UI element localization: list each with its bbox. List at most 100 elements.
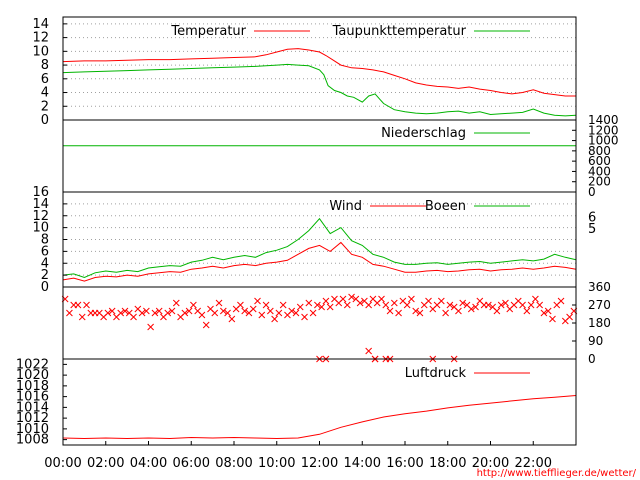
- pressure-ytick-label: 1014: [16, 400, 49, 415]
- pressure-ytick-label: 1018: [16, 379, 49, 394]
- wind-direction-point: [279, 301, 287, 309]
- wind-direction-point: [108, 307, 116, 315]
- wind-direction-point: [181, 309, 189, 317]
- x-tick-label: 20:00: [472, 456, 509, 471]
- wind-direction-point: [390, 299, 398, 307]
- wind-direction-point: [446, 301, 454, 309]
- temperature-ytick-label: 10: [32, 44, 49, 59]
- wind-direction-point: [485, 301, 492, 309]
- wind-direction-point: [275, 309, 283, 317]
- wind-ytick-label: 0: [41, 280, 49, 295]
- wind-direction-point: [164, 309, 172, 317]
- wind-direction-point: [536, 301, 544, 309]
- temperature-legend-label: Temperatur: [170, 24, 246, 39]
- wind-direction-point: [459, 299, 467, 307]
- wind-direction-point: [228, 315, 236, 323]
- x-tick-label: 12:00: [301, 456, 338, 471]
- temperature-ytick-label: 8: [41, 58, 49, 73]
- precipitation-ytick-label: 1200: [588, 123, 619, 137]
- wind-direction-point: [74, 301, 82, 309]
- x-tick-label: 18:00: [429, 456, 466, 471]
- temperature-ytick-label: 0: [41, 113, 49, 128]
- wind-direction-point: [472, 303, 479, 311]
- x-tick-label: 16:00: [386, 456, 423, 471]
- wind-right-tick-label: 5: [588, 222, 596, 237]
- wind-direction-point: [224, 309, 231, 317]
- wind-direction-point: [527, 301, 535, 309]
- x-tick-label: 04:00: [130, 456, 167, 471]
- wind-ytick-label: 16: [32, 185, 49, 200]
- wind-direction-point: [403, 301, 411, 309]
- wind-series-line-boeen: [62, 217, 577, 279]
- wind-direction-point: [104, 309, 112, 317]
- wind-direction-point: [326, 303, 334, 311]
- wind-direction-point: [455, 307, 462, 315]
- wind-direction-point: [254, 297, 261, 305]
- wind_direction-ytick-label: 180: [588, 316, 611, 330]
- wind-direction-point: [425, 297, 432, 305]
- wind_direction-ytick-label: 0: [588, 352, 596, 366]
- wind-direction-point: [540, 309, 548, 317]
- pressure-ytick-label: 1022: [16, 357, 49, 372]
- x-tick-label: 06:00: [173, 456, 210, 471]
- wind-direction-point: [339, 295, 347, 303]
- precipitation-ytick-label: 0: [588, 185, 596, 199]
- wind-direction-point: [365, 347, 373, 355]
- wind-direction-point: [412, 307, 420, 315]
- temperature-ytick-label: 14: [32, 17, 49, 32]
- wind-direction-point: [356, 299, 364, 307]
- x-tick-label: 10:00: [258, 456, 295, 471]
- wind-direction-point: [147, 323, 154, 331]
- source-url-label: http://www.tiefflieger.de/wetter/: [477, 468, 637, 479]
- wind-direction-point: [301, 313, 308, 321]
- wind-direction-point: [348, 293, 355, 301]
- wind-direction-point: [502, 299, 509, 307]
- wind-legend-label: Wind: [329, 199, 362, 214]
- wind-direction-point: [292, 309, 300, 317]
- series-layer: [61, 48, 578, 440]
- wind-ytick-label: 14: [32, 197, 49, 212]
- wind-ytick-label: 10: [32, 221, 49, 236]
- pressure-legend-label: Luftdruck: [405, 366, 467, 381]
- wind-ytick-label: 4: [41, 256, 49, 271]
- temperature-legend-label: Taupunkttemperatur: [332, 24, 467, 39]
- pressure-ytick-label: 1012: [16, 411, 49, 426]
- wind-direction-point: [532, 295, 539, 303]
- wind-direction-point: [219, 307, 227, 315]
- wind-direction-point: [416, 309, 424, 317]
- x-tick-label: 22:00: [515, 456, 552, 471]
- wind-right-tick-label: 6: [588, 210, 596, 225]
- temperature-ytick-label: 12: [32, 31, 49, 46]
- pressure-ytick-label: 1010: [16, 422, 49, 437]
- precipitation-ytick-label: 1000: [588, 134, 619, 148]
- wind-direction-point: [185, 307, 193, 315]
- wind-direction-point: [202, 321, 210, 329]
- wind-direction-point: [544, 307, 552, 315]
- wind-direction-point: [198, 311, 206, 319]
- wind-direction-point: [288, 307, 296, 315]
- wind-direction-point: [386, 307, 394, 315]
- wind-direction-point: [549, 315, 556, 323]
- wind-direction-point: [497, 301, 505, 309]
- wind-direction-point: [138, 309, 146, 317]
- temperature-series-line-temperatur: [62, 48, 576, 97]
- wind-direction-point: [314, 301, 321, 309]
- wind-direction-point: [382, 301, 390, 309]
- wind-direction-point: [130, 313, 137, 321]
- wind-direction-point: [318, 303, 325, 311]
- x-tick-label: 00:00: [44, 456, 81, 471]
- wind-ytick-label: 2: [41, 268, 49, 283]
- precipitation-ytick-label: 600: [588, 154, 611, 168]
- pressure-series-line-luftdruck: [62, 395, 577, 440]
- wind-direction-point: [215, 299, 223, 307]
- wind-direction-point: [271, 315, 278, 323]
- precipitation-ytick-label: 800: [588, 144, 611, 158]
- wind-ytick-label: 6: [41, 244, 49, 259]
- wind-direction-point: [237, 301, 244, 309]
- wind-direction-point: [378, 295, 385, 303]
- wind-direction-point: [155, 307, 163, 315]
- frames-layer: [62, 16, 577, 446]
- temperature-ytick-label: 2: [41, 99, 49, 114]
- wind-direction-point: [190, 301, 197, 309]
